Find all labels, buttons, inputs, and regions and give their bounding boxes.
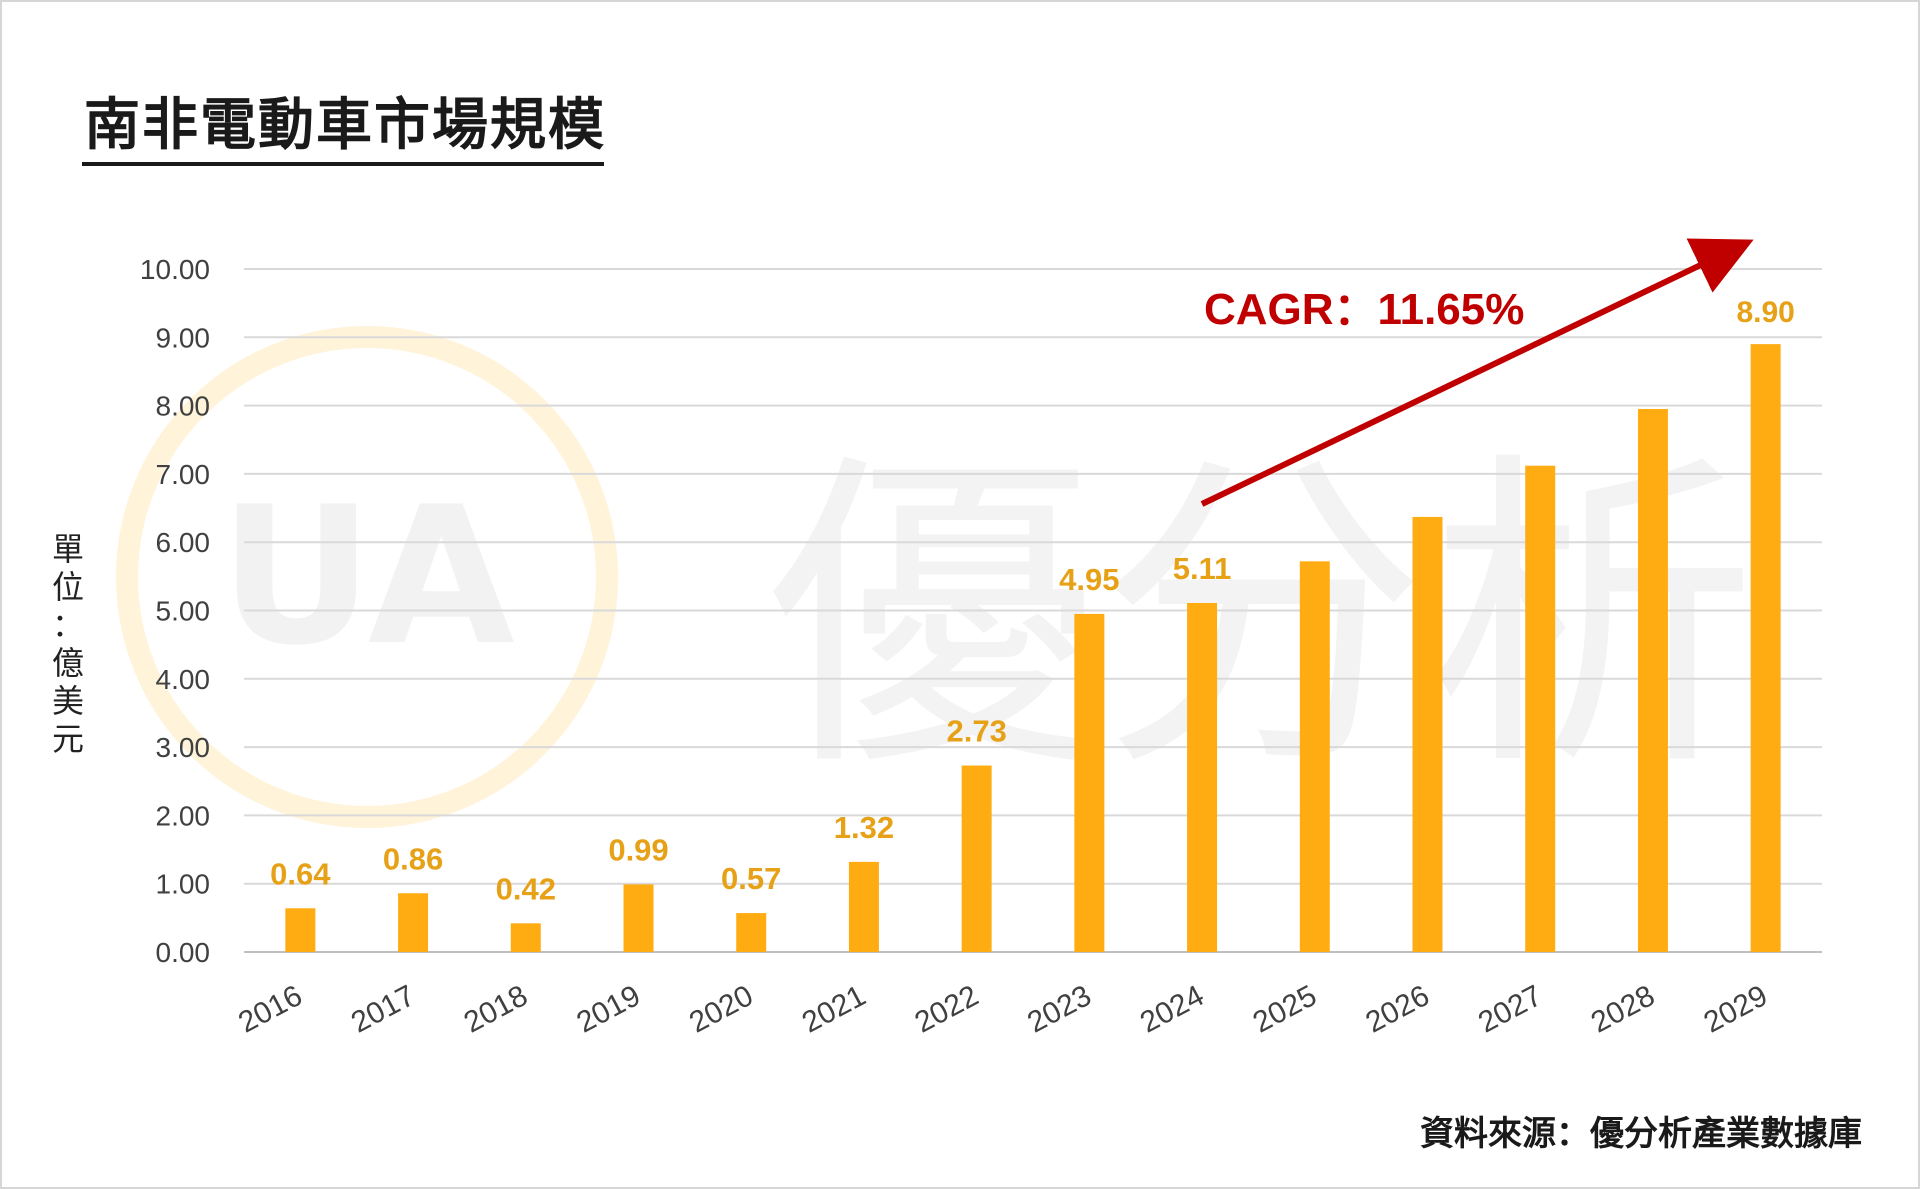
bar — [1637, 409, 1668, 952]
x-tick-label: 2016 — [233, 979, 307, 1039]
bar — [1750, 344, 1781, 952]
bar — [285, 908, 316, 952]
y-tick-label: 2.00 — [156, 800, 211, 831]
data-label: 2.73 — [946, 714, 1006, 749]
data-label: 5.11 — [1173, 551, 1232, 586]
y-tick-label: 8.00 — [156, 391, 211, 422]
x-tick-label: 2028 — [1586, 979, 1660, 1039]
y-tick-label: 10.00 — [140, 254, 210, 285]
watermark: UA 優分析 — [116, 326, 1757, 828]
x-tick-label: 2027 — [1473, 979, 1547, 1039]
x-tick-label: 2019 — [571, 979, 645, 1039]
unit-char: 位 — [51, 568, 84, 606]
x-axis-ticks: 2016 2017 2018 2019 2020 2021 2022 2023 2024 2025… — [233, 979, 1773, 1039]
bar — [398, 893, 429, 952]
y-axis-unit-label: 單 位 ： 億 美 元 — [48, 530, 88, 758]
unit-char: 元 — [51, 720, 84, 758]
y-tick-label: 0.00 — [156, 937, 211, 968]
y-tick-label: 5.00 — [156, 596, 211, 627]
data-label: 1.32 — [834, 810, 894, 845]
y-tick-label: 1.00 — [156, 869, 211, 900]
bar — [623, 884, 654, 952]
bar — [1525, 465, 1556, 952]
gridlines — [244, 268, 1822, 953]
data-label: 0.42 — [496, 871, 556, 906]
bar — [961, 765, 992, 952]
x-tick-label: 2024 — [1135, 979, 1209, 1039]
data-label: 0.99 — [608, 832, 668, 867]
unit-char: 單 — [51, 530, 84, 568]
data-label: 4.95 — [1059, 562, 1119, 597]
y-tick-label: 9.00 — [156, 322, 211, 353]
unit-char: ： — [51, 606, 84, 644]
data-label: 0.86 — [383, 841, 443, 876]
data-label: 8.90 — [1736, 296, 1794, 329]
x-tick-label: 2026 — [1360, 979, 1434, 1039]
unit-char: 億 — [51, 644, 84, 682]
cagr-arrow — [1200, 238, 1754, 507]
cagr-annotation: CAGR：11.65% — [1200, 238, 1754, 507]
bar — [736, 913, 767, 952]
x-tick-label: 2025 — [1248, 979, 1322, 1039]
y-tick-label: 4.00 — [156, 664, 211, 695]
x-tick-label: 2021 — [797, 979, 871, 1039]
x-tick-label: 2017 — [346, 979, 420, 1039]
cagr-label: CAGR：11.65% — [1204, 285, 1524, 334]
x-tick-label: 2020 — [684, 979, 758, 1039]
watermark-text: 優分析 — [767, 426, 1757, 810]
x-tick-label: 2018 — [459, 979, 533, 1039]
chart-title: 南非電動車市場規模 — [84, 93, 606, 158]
bars — [285, 344, 1781, 952]
y-tick-label: 3.00 — [156, 732, 211, 763]
x-tick-label: 2029 — [1698, 979, 1772, 1039]
y-tick-label: 7.00 — [156, 459, 211, 490]
x-tick-label: 2022 — [909, 979, 983, 1039]
bar — [1187, 602, 1218, 952]
bar — [848, 861, 879, 952]
data-label: 0.57 — [721, 861, 781, 896]
data-labels: 0.64 0.86 0.42 0.99 0.57 1.32 2.73 4.95 5.11 8.90 — [270, 296, 1795, 906]
x-tick-label: 2023 — [1022, 979, 1096, 1039]
bar — [510, 923, 541, 952]
unit-char: 美 — [51, 682, 84, 720]
y-tick-label: 6.00 — [156, 527, 211, 558]
title-underline — [82, 162, 604, 166]
bar — [1074, 613, 1105, 952]
watermark-logo-text: UA — [219, 466, 514, 687]
source-note: 資料來源：優分析產業數據庫 — [1420, 1114, 1862, 1154]
data-label: 0.64 — [270, 856, 331, 891]
y-axis-ticks: 0.00 1.00 2.00 3.00 4.00 5.00 6.00 7.00 8.00 9.00… — [140, 254, 210, 968]
bar — [1299, 561, 1330, 952]
bar — [1412, 516, 1443, 952]
